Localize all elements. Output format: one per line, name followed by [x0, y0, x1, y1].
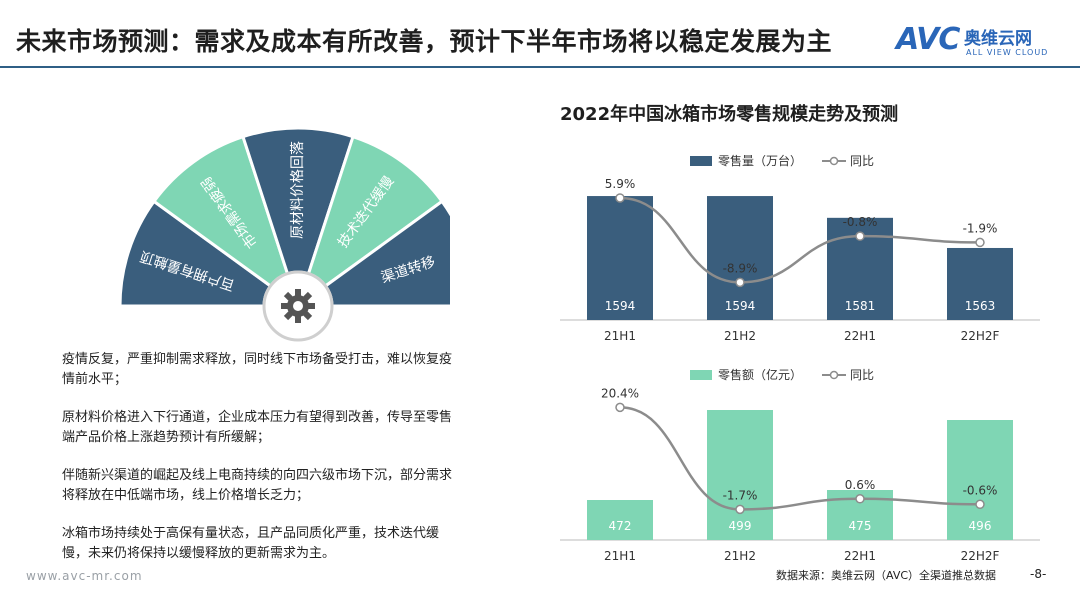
- chart-title: 2022年中国冰箱市场零售规模走势及预测: [560, 104, 899, 125]
- category-label: 22H1: [844, 549, 876, 560]
- bar-value-label: 472: [609, 519, 632, 533]
- logo-mark: AVC: [896, 22, 960, 57]
- bar: [947, 420, 1013, 540]
- legend-bar-swatch: [690, 370, 712, 380]
- retail-charts: 零售量（万台） 同比 1594 21H1 1594 21H2 1581 22H1 1563 22H…: [560, 153, 1040, 560]
- bar: [707, 196, 773, 320]
- bar: [707, 410, 773, 540]
- category-label: 22H2F: [961, 329, 1000, 343]
- chart-legend: 零售量（万台） 同比: [690, 153, 874, 168]
- chart-legend: 零售额（亿元） 同比: [690, 367, 874, 382]
- legend-bar-swatch: [690, 156, 712, 166]
- revenue-chart: 零售额（亿元） 同比 472 21H1 499 21H2 475 22H1 496 22H2F 20…: [560, 367, 1040, 560]
- category-label: 22H2F: [961, 549, 1000, 560]
- legend-bar-label: 零售额（亿元）: [718, 367, 802, 382]
- bullet-item: 冰箱市场持续处于高保有量状态，且产品同质化严重，技术迭代缓慢，未来仍将保持以缓慢…: [62, 526, 440, 561]
- category-label: 22H1: [844, 329, 876, 343]
- legend-line-label: 同比: [850, 368, 874, 382]
- avc-logo: AVC 奥维云网 ALL VIEW CLOUD: [896, 22, 1066, 62]
- category-label: 21H1: [604, 329, 636, 343]
- yoy-label: 5.9%: [605, 177, 636, 191]
- yoy-point: [615, 193, 625, 203]
- header-divider: [0, 66, 1080, 68]
- yoy-point: [855, 231, 865, 241]
- footer-url: www.avc-mr.com: [26, 569, 143, 583]
- bar-value-label: 1581: [845, 299, 876, 313]
- yoy-point: [615, 402, 625, 413]
- yoy-label: -8.9%: [723, 261, 758, 275]
- data-source: 数据来源：奥维云网（AVC）全渠道推总数据: [776, 569, 997, 582]
- bar: [947, 247, 1013, 320]
- bar-value-label: 1563: [965, 299, 996, 313]
- bullet-item: 疫情反复，严重抑制需求释放，同时线下市场备受打击，难以恢复疫情前水平；: [62, 352, 453, 387]
- category-label: 21H2: [724, 549, 756, 560]
- logo-en: ALL VIEW CLOUD: [966, 48, 1049, 57]
- yoy-point: [735, 504, 745, 515]
- bar-value-label: 496: [969, 519, 992, 533]
- yoy-point: [975, 499, 985, 510]
- bar: [587, 500, 653, 540]
- yoy-line: [619, 406, 981, 511]
- bar-value-label: 475: [849, 519, 872, 533]
- category-label: 21H2: [724, 329, 756, 343]
- legend-line-label: 同比: [850, 154, 874, 168]
- yoy-label: -1.9%: [963, 221, 998, 235]
- legend-bar-label: 零售量（万台）: [718, 153, 802, 168]
- yoy-label: -0.6%: [963, 483, 998, 497]
- yoy-label: -0.8%: [843, 215, 878, 229]
- bar-value-label: 1594: [725, 299, 756, 313]
- fan-segment-label: 原材料价格回落: [290, 141, 306, 239]
- yoy-label: 0.6%: [845, 478, 876, 492]
- yoy-line: [619, 196, 981, 284]
- category-label: 21H1: [604, 549, 636, 560]
- bullet-item: 伴随新兴渠道的崛起及线上电商持续的向四六级市场下沉，部分需求将释放在中低端市场，…: [62, 468, 453, 503]
- page-number: -8-: [1030, 567, 1047, 581]
- bar-value-label: 1594: [605, 299, 636, 313]
- bar-value-label: 499: [729, 519, 752, 533]
- yoy-point: [975, 237, 985, 248]
- page-title: 未来市场预测：需求及成本有所改善，预计下半年市场将以稳定发展为主: [16, 27, 833, 56]
- yoy-point: [855, 494, 865, 504]
- gear-icon: [281, 289, 315, 323]
- bullet-item: 原材料价格进入下行通道，企业成本压力有望得到改善，传导至零售端产品价格上涨趋势预…: [62, 410, 453, 445]
- yoy-label: 20.4%: [601, 386, 639, 400]
- yoy-point: [735, 277, 745, 288]
- logo-cn: 奥维云网: [964, 29, 1032, 49]
- volume-chart: 零售量（万台） 同比 1594 21H1 1594 21H2 1581 22H1 1563 22H…: [560, 153, 1040, 343]
- bullet-list: 疫情反复，严重抑制需求释放，同时线下市场备受打击，难以恢复疫情前水平； 原材料价…: [62, 350, 462, 582]
- yoy-label: -1.7%: [723, 488, 758, 502]
- bar: [587, 196, 653, 320]
